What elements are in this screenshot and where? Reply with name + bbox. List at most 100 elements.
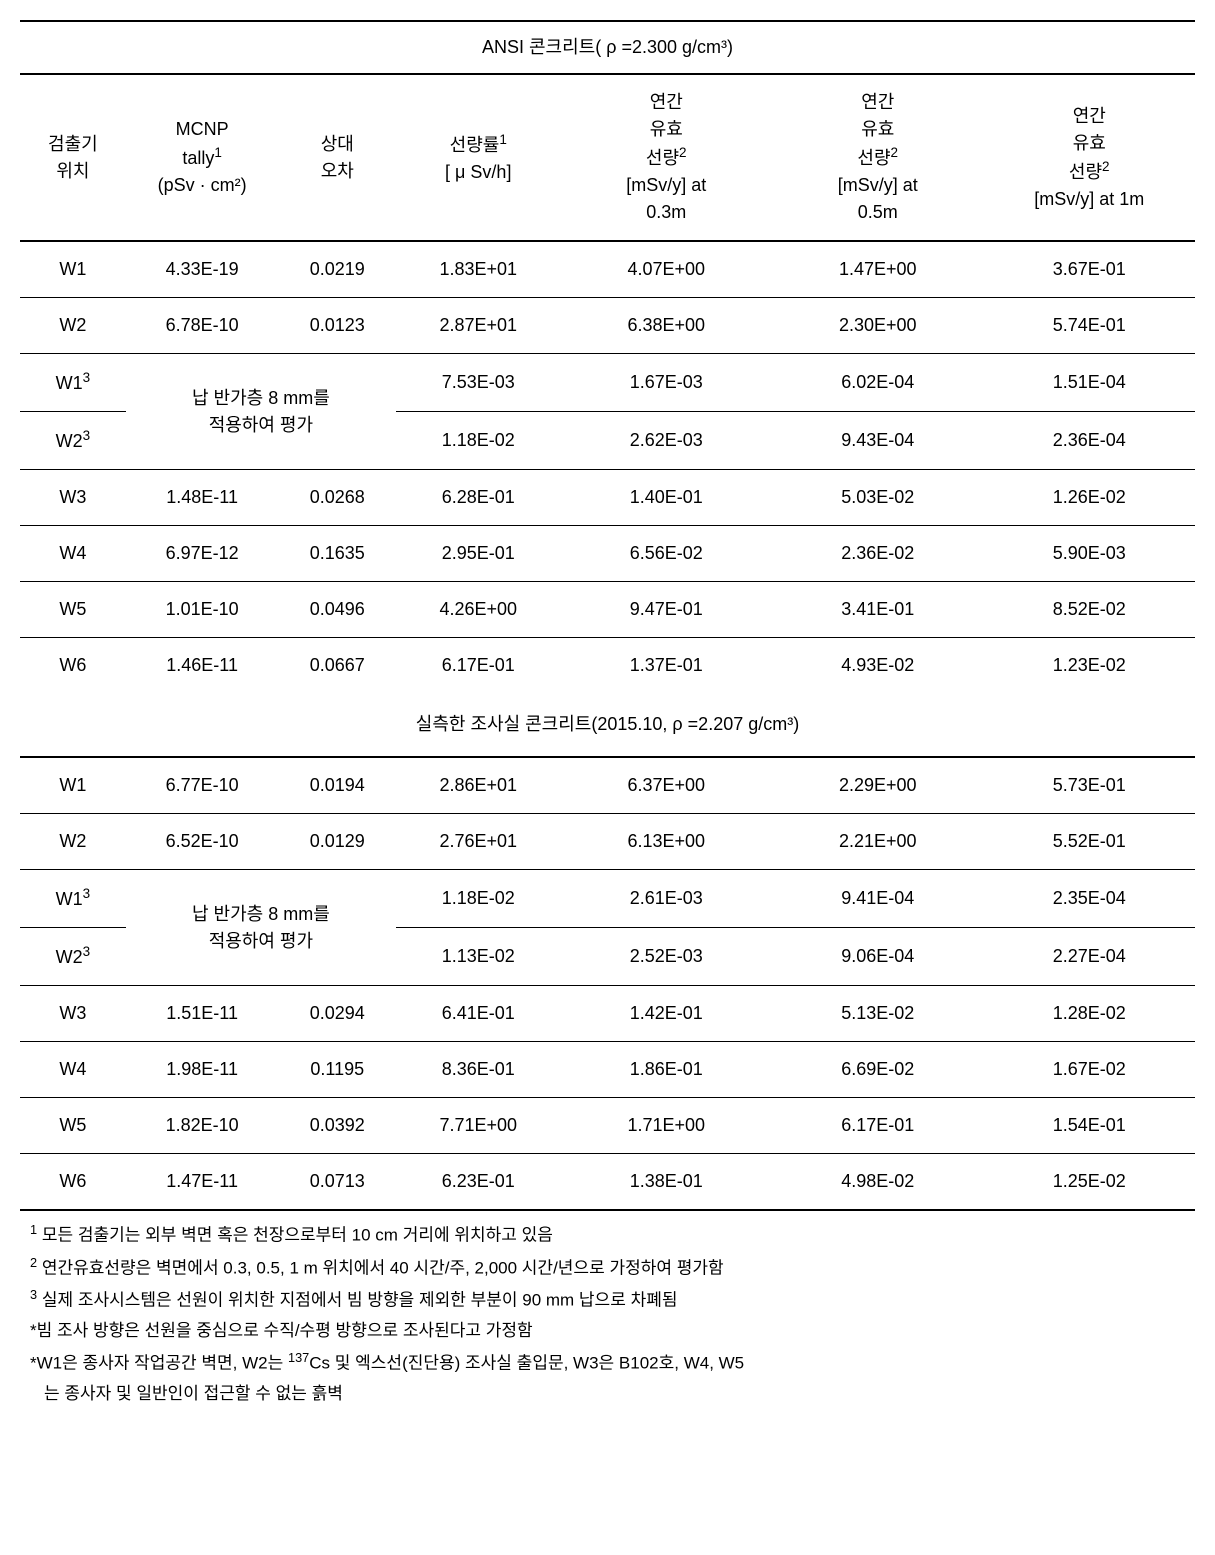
table-container: ANSI 콘크리트( ρ =2.300 g/cm³) 검출기 위치 MCNP t…: [20, 20, 1195, 1408]
table-row: W51.82E-100.03927.71E+001.71E+006.17E-01…: [20, 1098, 1195, 1154]
data-table: ANSI 콘크리트( ρ =2.300 g/cm³) 검출기 위치 MCNP t…: [20, 20, 1195, 1211]
cell-rate: 2.86E+01: [396, 757, 561, 814]
cell-d2: 9.43E-04: [772, 412, 984, 470]
cell-tally: 1.51E-11: [126, 986, 279, 1042]
cell-d1: 4.07E+00: [561, 241, 773, 298]
cell-location: W6: [20, 638, 126, 694]
cell-location: W23: [20, 928, 126, 986]
cell-location: W3: [20, 470, 126, 526]
table-row: W26.52E-100.01292.76E+016.13E+002.21E+00…: [20, 814, 1195, 870]
cell-d1: 9.47E-01: [561, 582, 773, 638]
cell-d2: 4.93E-02: [772, 638, 984, 694]
cell-d1: 6.13E+00: [561, 814, 773, 870]
cell-d3: 3.67E-01: [984, 241, 1196, 298]
cell-d3: 1.54E-01: [984, 1098, 1196, 1154]
cell-d2: 2.21E+00: [772, 814, 984, 870]
cell-location: W13: [20, 870, 126, 928]
cell-rate: 6.17E-01: [396, 638, 561, 694]
cell-d2: 6.02E-04: [772, 354, 984, 412]
cell-error: 0.0667: [279, 638, 397, 694]
cell-d3: 2.35E-04: [984, 870, 1196, 928]
footnote-1: 1 모든 검출기는 외부 벽면 혹은 천장으로부터 10 cm 거리에 위치하고…: [30, 1219, 1185, 1250]
cell-d1: 2.61E-03: [561, 870, 773, 928]
cell-d1: 1.42E-01: [561, 986, 773, 1042]
cell-rate: 8.36E-01: [396, 1042, 561, 1098]
cell-rate: 2.95E-01: [396, 526, 561, 582]
header-dose-03m: 연간 유효 선량2 [mSv/y] at 0.3m: [561, 74, 773, 241]
cell-rate: 1.83E+01: [396, 241, 561, 298]
cell-d1: 2.52E-03: [561, 928, 773, 986]
table-row: W61.47E-110.07136.23E-011.38E-014.98E-02…: [20, 1154, 1195, 1211]
header-dose-05m: 연간 유효 선량2 [mSv/y] at 0.5m: [772, 74, 984, 241]
cell-rate: 6.28E-01: [396, 470, 561, 526]
cell-d2: 6.69E-02: [772, 1042, 984, 1098]
cell-d3: 2.36E-04: [984, 412, 1196, 470]
cell-location: W4: [20, 526, 126, 582]
cell-tally: 1.47E-11: [126, 1154, 279, 1211]
cell-d1: 1.86E-01: [561, 1042, 773, 1098]
table-row: W14.33E-190.02191.83E+014.07E+001.47E+00…: [20, 241, 1195, 298]
table-row: W16.77E-100.01942.86E+016.37E+002.29E+00…: [20, 757, 1195, 814]
cell-d3: 1.26E-02: [984, 470, 1196, 526]
cell-tally: 6.78E-10: [126, 298, 279, 354]
cell-location: W2: [20, 814, 126, 870]
cell-location: W2: [20, 298, 126, 354]
cell-d2: 2.30E+00: [772, 298, 984, 354]
cell-d2: 3.41E-01: [772, 582, 984, 638]
cell-d3: 1.23E-02: [984, 638, 1196, 694]
cell-d3: 5.74E-01: [984, 298, 1196, 354]
cell-location: W23: [20, 412, 126, 470]
table-row: W31.51E-110.02946.41E-011.42E-015.13E-02…: [20, 986, 1195, 1042]
cell-error: 0.1635: [279, 526, 397, 582]
table-row: W51.01E-100.04964.26E+009.47E-013.41E-01…: [20, 582, 1195, 638]
cell-d2: 2.29E+00: [772, 757, 984, 814]
table-row: W13납 반가층 8 mm를 적용하여 평가1.18E-022.61E-039.…: [20, 870, 1195, 928]
cell-tally: 1.48E-11: [126, 470, 279, 526]
cell-location: W1: [20, 241, 126, 298]
cell-error: 0.0268: [279, 470, 397, 526]
cell-tally: 4.33E-19: [126, 241, 279, 298]
table-row: W61.46E-110.06676.17E-011.37E-014.93E-02…: [20, 638, 1195, 694]
cell-location: W6: [20, 1154, 126, 1211]
cell-d1: 6.56E-02: [561, 526, 773, 582]
cell-d3: 5.90E-03: [984, 526, 1196, 582]
cell-d1: 6.38E+00: [561, 298, 773, 354]
cell-rate: 1.13E-02: [396, 928, 561, 986]
table-row: W41.98E-110.11958.36E-011.86E-016.69E-02…: [20, 1042, 1195, 1098]
cell-d3: 5.52E-01: [984, 814, 1196, 870]
cell-rate: 1.18E-02: [396, 412, 561, 470]
cell-error: 0.0123: [279, 298, 397, 354]
cell-rate: 6.41E-01: [396, 986, 561, 1042]
table-row: W26.78E-100.01232.87E+016.38E+002.30E+00…: [20, 298, 1195, 354]
cell-rate: 2.87E+01: [396, 298, 561, 354]
cell-tally: 6.77E-10: [126, 757, 279, 814]
cell-rate: 7.53E-03: [396, 354, 561, 412]
cell-d1: 1.40E-01: [561, 470, 773, 526]
section1-caption: ANSI 콘크리트( ρ =2.300 g/cm³): [20, 21, 1195, 74]
cell-d2: 1.47E+00: [772, 241, 984, 298]
cell-location: W4: [20, 1042, 126, 1098]
footnote-2: 2 연간유효선량은 벽면에서 0.3, 0.5, 1 m 위치에서 40 시간/…: [30, 1252, 1185, 1283]
header-tally: MCNP tally1 (pSv · cm²): [126, 74, 279, 241]
cell-d2: 5.13E-02: [772, 986, 984, 1042]
cell-error: 0.0294: [279, 986, 397, 1042]
cell-d1: 1.38E-01: [561, 1154, 773, 1211]
cell-d3: 5.73E-01: [984, 757, 1196, 814]
cell-d1: 2.62E-03: [561, 412, 773, 470]
footnote-4: *빔 조사 방향은 선원을 중심으로 수직/수평 방향으로 조사된다고 가정함: [30, 1317, 1185, 1345]
cell-rate: 7.71E+00: [396, 1098, 561, 1154]
cell-error: 0.0713: [279, 1154, 397, 1211]
cell-location: W5: [20, 1098, 126, 1154]
cell-d2: 4.98E-02: [772, 1154, 984, 1211]
cell-tally: 1.01E-10: [126, 582, 279, 638]
cell-d1: 6.37E+00: [561, 757, 773, 814]
cell-error: 0.0194: [279, 757, 397, 814]
cell-rate: 4.26E+00: [396, 582, 561, 638]
footnotes: 1 모든 검출기는 외부 벽면 혹은 천장으로부터 10 cm 거리에 위치하고…: [20, 1211, 1195, 1408]
cell-d2: 6.17E-01: [772, 1098, 984, 1154]
cell-tally: 1.98E-11: [126, 1042, 279, 1098]
cell-tally: 6.97E-12: [126, 526, 279, 582]
cell-error: 0.0129: [279, 814, 397, 870]
cell-d1: 1.67E-03: [561, 354, 773, 412]
cell-d3: 1.51E-04: [984, 354, 1196, 412]
